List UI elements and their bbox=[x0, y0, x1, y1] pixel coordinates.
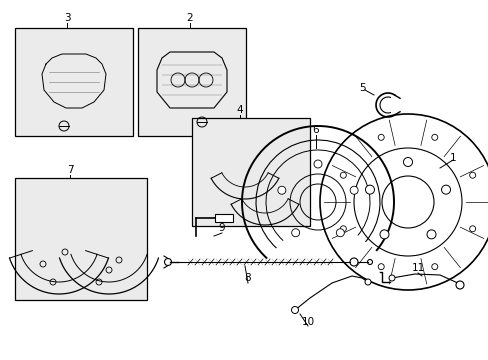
Circle shape bbox=[340, 172, 346, 178]
Text: 11: 11 bbox=[410, 263, 424, 273]
Text: 2: 2 bbox=[186, 13, 193, 23]
Circle shape bbox=[426, 230, 435, 239]
Circle shape bbox=[377, 264, 384, 270]
Circle shape bbox=[403, 158, 412, 166]
Text: 5: 5 bbox=[359, 83, 366, 93]
Text: 7: 7 bbox=[66, 165, 73, 175]
Circle shape bbox=[441, 185, 449, 194]
Circle shape bbox=[291, 306, 298, 314]
Circle shape bbox=[291, 229, 299, 237]
Text: 6: 6 bbox=[312, 125, 319, 135]
Bar bbox=[192, 118, 309, 226]
Text: 10: 10 bbox=[301, 317, 314, 327]
Text: 4: 4 bbox=[236, 105, 243, 115]
Bar bbox=[215, 214, 232, 222]
Bar bbox=[15, 28, 133, 136]
Circle shape bbox=[455, 281, 463, 289]
Circle shape bbox=[364, 279, 370, 285]
Circle shape bbox=[468, 172, 475, 178]
Bar bbox=[138, 28, 245, 136]
Text: 9: 9 bbox=[218, 223, 225, 233]
Circle shape bbox=[336, 229, 344, 237]
Text: 8: 8 bbox=[244, 273, 251, 283]
Circle shape bbox=[277, 186, 285, 194]
Circle shape bbox=[431, 264, 437, 270]
Circle shape bbox=[313, 160, 321, 168]
Text: 3: 3 bbox=[63, 13, 70, 23]
Text: 1: 1 bbox=[449, 153, 455, 163]
Circle shape bbox=[468, 226, 475, 232]
Circle shape bbox=[340, 226, 346, 232]
Circle shape bbox=[349, 186, 357, 194]
Circle shape bbox=[431, 134, 437, 140]
Bar bbox=[15, 178, 147, 300]
Circle shape bbox=[388, 275, 394, 281]
Circle shape bbox=[379, 230, 388, 239]
Circle shape bbox=[365, 185, 374, 194]
Circle shape bbox=[377, 134, 384, 140]
